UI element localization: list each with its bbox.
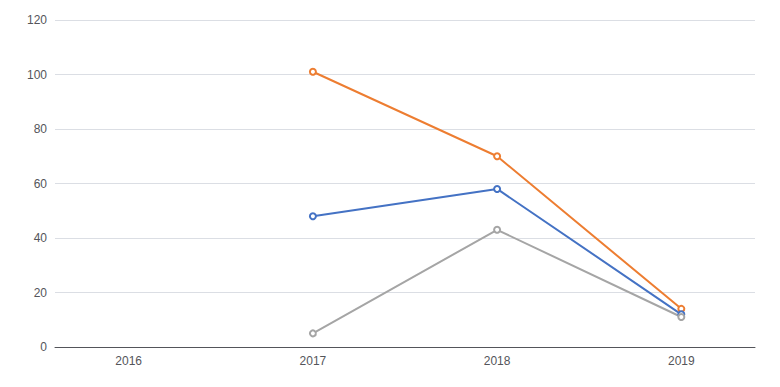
svg-text:20: 20 <box>34 286 48 300</box>
svg-text:120: 120 <box>27 13 47 27</box>
svg-text:2016: 2016 <box>115 354 142 368</box>
svg-text:2019: 2019 <box>668 354 695 368</box>
svg-text:2018: 2018 <box>484 354 511 368</box>
svg-text:0: 0 <box>40 340 47 354</box>
svg-text:2017: 2017 <box>300 354 327 368</box>
svg-text:100: 100 <box>27 68 47 82</box>
svg-text:80: 80 <box>34 122 48 136</box>
svg-text:40: 40 <box>34 231 48 245</box>
svg-text:60: 60 <box>34 177 48 191</box>
